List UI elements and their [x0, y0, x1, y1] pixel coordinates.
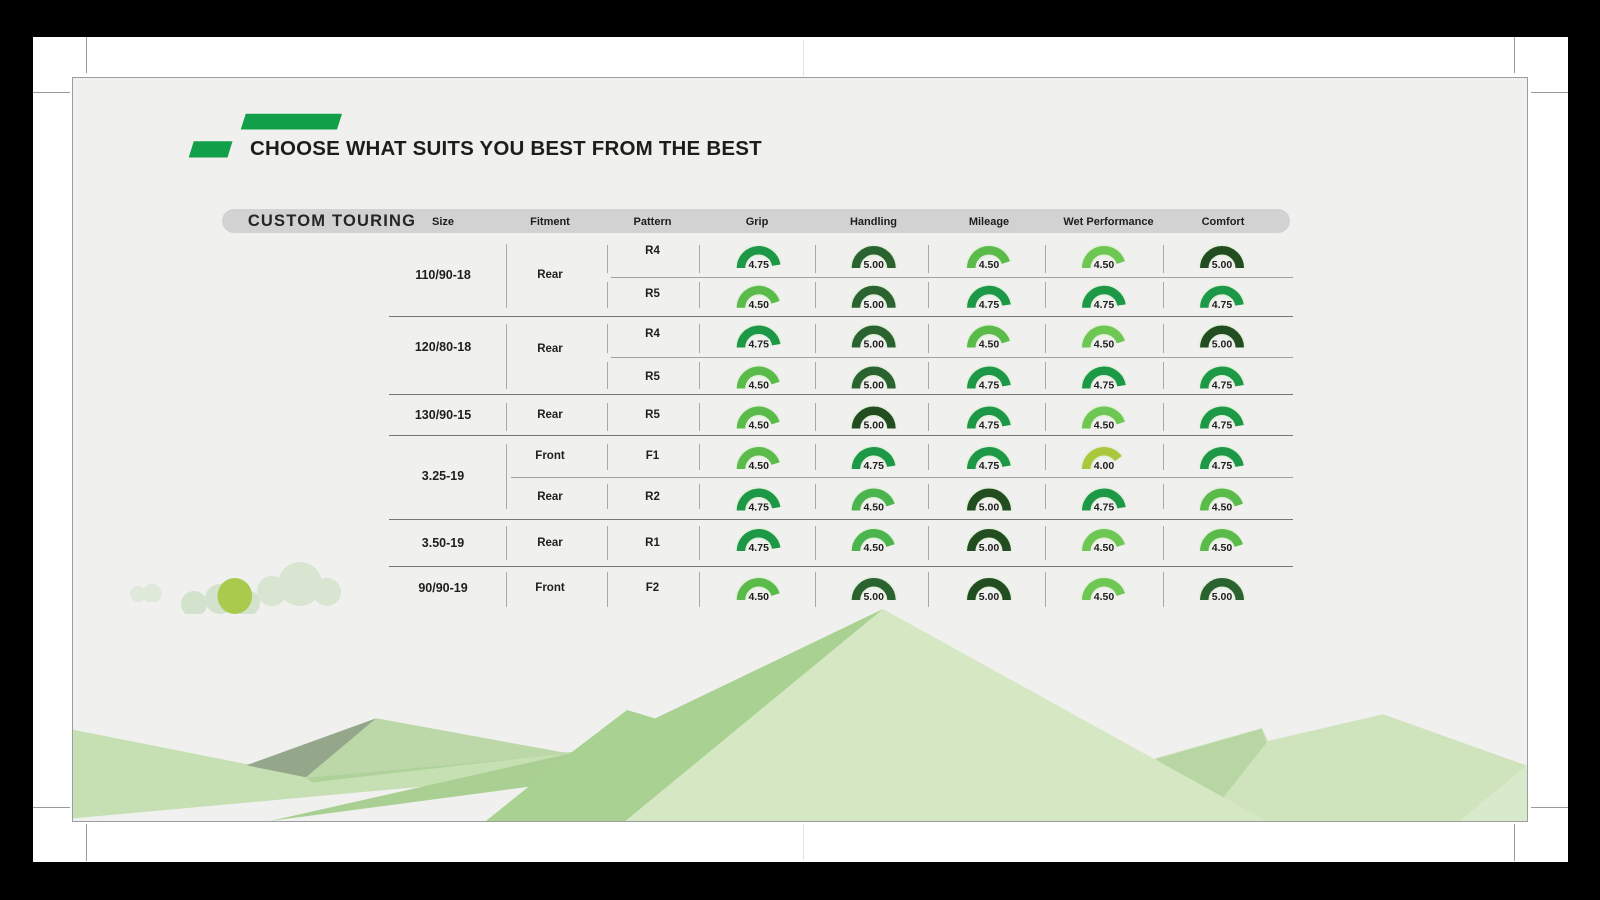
svg-text:4.50: 4.50	[863, 542, 884, 554]
svg-text:4.50: 4.50	[1094, 259, 1115, 271]
svg-text:4.75: 4.75	[748, 502, 769, 514]
svg-text:4.50: 4.50	[1212, 502, 1233, 514]
svg-text:4.50: 4.50	[979, 259, 1000, 271]
svg-text:4.00: 4.00	[1094, 460, 1115, 472]
svg-text:4.50: 4.50	[1094, 339, 1115, 351]
svg-text:4.75: 4.75	[1212, 299, 1233, 311]
svg-text:4.50: 4.50	[1212, 542, 1233, 554]
svg-text:4.50: 4.50	[748, 299, 769, 311]
svg-text:4.50: 4.50	[748, 460, 769, 472]
svg-text:4.50: 4.50	[748, 420, 769, 432]
svg-text:5.00: 5.00	[1212, 591, 1233, 603]
svg-text:5.00: 5.00	[1212, 259, 1233, 271]
svg-text:5.00: 5.00	[863, 420, 884, 432]
svg-text:5.00: 5.00	[1212, 339, 1233, 351]
svg-text:5.00: 5.00	[979, 591, 1000, 603]
svg-text:5.00: 5.00	[863, 259, 884, 271]
svg-text:4.75: 4.75	[1212, 420, 1233, 432]
svg-text:5.00: 5.00	[863, 299, 884, 311]
svg-text:5.00: 5.00	[863, 380, 884, 392]
svg-text:4.75: 4.75	[1212, 380, 1233, 392]
svg-text:4.75: 4.75	[1094, 502, 1115, 514]
svg-text:4.75: 4.75	[979, 299, 1000, 311]
svg-text:4.50: 4.50	[748, 380, 769, 392]
svg-text:4.75: 4.75	[748, 542, 769, 554]
svg-text:4.50: 4.50	[979, 339, 1000, 351]
svg-text:4.50: 4.50	[1094, 591, 1115, 603]
svg-text:4.50: 4.50	[748, 591, 769, 603]
svg-text:4.75: 4.75	[979, 460, 1000, 472]
svg-text:4.75: 4.75	[863, 460, 884, 472]
svg-text:5.00: 5.00	[979, 502, 1000, 514]
svg-text:4.50: 4.50	[1094, 542, 1115, 554]
svg-text:4.50: 4.50	[863, 502, 884, 514]
svg-text:4.75: 4.75	[979, 420, 1000, 432]
svg-text:5.00: 5.00	[863, 591, 884, 603]
svg-text:4.50: 4.50	[1094, 420, 1115, 432]
svg-text:4.75: 4.75	[748, 259, 769, 271]
svg-text:4.75: 4.75	[748, 339, 769, 351]
svg-text:5.00: 5.00	[863, 339, 884, 351]
svg-text:4.75: 4.75	[1212, 460, 1233, 472]
svg-text:4.75: 4.75	[1094, 380, 1115, 392]
svg-text:4.75: 4.75	[1094, 299, 1115, 311]
svg-text:4.75: 4.75	[979, 380, 1000, 392]
svg-text:5.00: 5.00	[979, 542, 1000, 554]
